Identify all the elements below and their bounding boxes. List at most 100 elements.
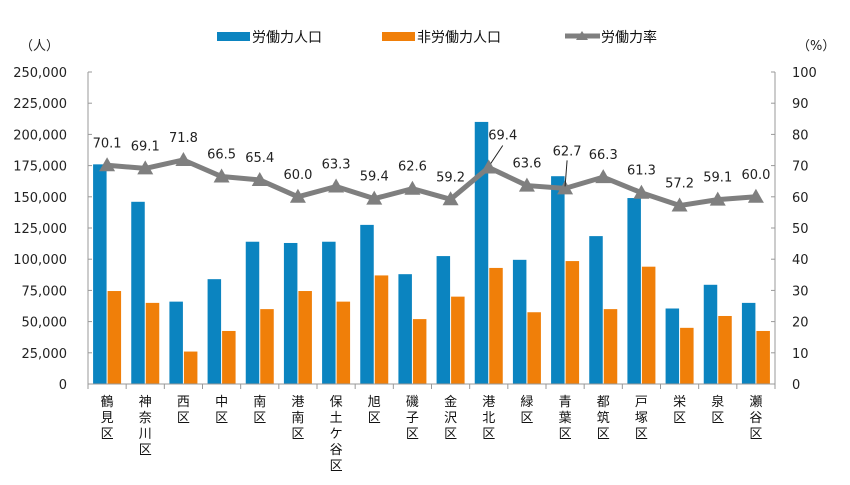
data-label-labor-rate: 60.0 <box>741 168 770 183</box>
bar-labor-force <box>322 241 336 384</box>
data-label-labor-rate: 71.8 <box>169 131 198 146</box>
data-label-labor-rate: 70.1 <box>93 136 122 151</box>
data-label-labor-rate: 57.2 <box>665 177 694 192</box>
right-tick-label: 0 <box>792 378 800 393</box>
labor-rate-marker <box>518 177 535 192</box>
data-label-labor-rate: 66.3 <box>589 148 618 163</box>
right-tick-label: 60 <box>792 191 809 206</box>
left-tick-label: 175,000 <box>13 160 67 175</box>
right-tick-label: 40 <box>792 253 809 268</box>
right-tick-label: 100 <box>792 66 817 81</box>
category-label-char: 川 <box>139 427 152 442</box>
bar-non-labor-force <box>718 315 732 384</box>
legend-label-labor-rate: 労働力率 <box>601 29 657 46</box>
bar-non-labor-force <box>565 261 580 384</box>
category-label-char: 西 <box>177 395 190 410</box>
category-label-char: 区 <box>597 427 610 442</box>
category-label-char: 鶴 <box>101 394 114 410</box>
category-label-char: 区 <box>215 411 228 426</box>
data-label-labor-rate: 63.6 <box>512 157 541 172</box>
labor-rate-marker <box>633 184 650 199</box>
bar-non-labor-force <box>336 301 351 384</box>
bar-non-labor-force <box>412 319 427 384</box>
category-label-char: 神 <box>139 395 152 410</box>
left-tick-label: 250,000 <box>13 66 67 81</box>
category-label-char: 瀬 <box>749 395 762 410</box>
labor-rate-marker <box>557 180 574 195</box>
category-label-char: 子 <box>406 411 419 426</box>
category-label-char: 区 <box>101 427 114 442</box>
left-tick-label: 225,000 <box>13 97 67 112</box>
left-axis: 0 25,000 50,000 75,000 100,000 125,000 150,000… <box>13 66 92 393</box>
category-label-char: 見 <box>101 411 114 426</box>
left-tick-label: 50,000 <box>22 316 68 331</box>
legend-label-non-labor-force: 非労働力人口 <box>417 30 501 46</box>
labor-rate-marker <box>404 180 421 195</box>
bar-non-labor-force <box>451 296 465 384</box>
category-label-char: 土 <box>330 411 343 426</box>
category-label-char: 区 <box>635 427 648 442</box>
category-label-char: 緑 <box>520 395 533 410</box>
category-label-char: ケ <box>330 427 343 442</box>
right-tick-label: 10 <box>792 347 809 362</box>
left-tick-label: 125,000 <box>13 222 67 237</box>
legend-swatch-labor-force <box>217 32 250 41</box>
category-label-char: 区 <box>139 443 152 458</box>
category-label-char: 区 <box>482 427 495 442</box>
category-label-char: 保 <box>330 395 343 410</box>
bar-labor-force <box>703 284 718 384</box>
bar-labor-force <box>93 164 107 384</box>
category-label-char: 谷 <box>330 443 343 458</box>
bar-non-labor-force <box>680 327 694 384</box>
data-label-labor-rate: 63.3 <box>322 158 351 173</box>
bar-non-labor-force <box>107 291 122 384</box>
bar-labor-force <box>245 241 260 384</box>
data-label-labor-rate: 69.1 <box>131 139 160 154</box>
data-label-labor-rate: 62.6 <box>398 160 427 175</box>
category-label-char: 栄 <box>673 395 686 410</box>
right-tick-label: 80 <box>792 128 809 143</box>
left-axis-unit: （人） <box>20 39 59 54</box>
right-axis: 0 10 20 30 40 50 60 70 80 90 100 <box>771 66 817 393</box>
data-label-labor-rate: 59.4 <box>360 170 389 185</box>
data-label-labor-rate: 61.3 <box>627 164 656 179</box>
legend-marker-labor-rate <box>576 31 588 40</box>
right-tick-label: 30 <box>792 284 809 299</box>
category-label-char: 泉 <box>711 394 724 410</box>
category-label-char: 旭 <box>368 395 381 410</box>
labor-rate-marker <box>137 160 154 175</box>
category-label-char: 区 <box>711 411 724 426</box>
category-label-char: 磯 <box>406 395 419 410</box>
bar-non-labor-force <box>374 275 389 384</box>
labor-rate-marker <box>99 157 116 172</box>
bar-non-labor-force <box>222 330 236 384</box>
right-tick-label: 90 <box>792 97 809 112</box>
category-label-char: 谷 <box>749 411 762 426</box>
bar-non-labor-force <box>641 266 656 384</box>
category-label-char: 奈 <box>139 411 152 426</box>
left-tick-label: 150,000 <box>13 191 67 206</box>
data-label-labor-rate: 69.4 <box>488 128 517 143</box>
category-label-char: 区 <box>253 411 266 426</box>
bar-non-labor-force <box>298 291 312 384</box>
data-label-labor-rate: 66.5 <box>207 148 236 163</box>
bar-labor-force <box>512 259 527 384</box>
bar-labor-force <box>741 302 756 384</box>
right-axis-unit: （%） <box>797 39 835 54</box>
labor-rate-marker <box>480 159 497 174</box>
labor-rate-marker <box>366 190 383 205</box>
data-label-labor-rate: 59.2 <box>436 170 465 185</box>
category-label-char: 塚 <box>635 411 648 426</box>
category-label-char: 沢 <box>444 411 457 426</box>
labor-rate-marker <box>747 188 764 203</box>
bar-labor-force <box>474 121 489 385</box>
data-label-labor-rate: 65.4 <box>245 151 274 166</box>
right-tick-label: 70 <box>792 160 809 175</box>
category-label-char: 筑 <box>597 410 610 426</box>
category-label-char: 区 <box>520 411 533 426</box>
left-tick-label: 200,000 <box>13 128 67 143</box>
labor-rate-marker <box>671 197 688 212</box>
bar-labor-force <box>360 224 374 384</box>
bar-labor-force <box>169 301 183 384</box>
bar-labor-force <box>665 308 680 384</box>
